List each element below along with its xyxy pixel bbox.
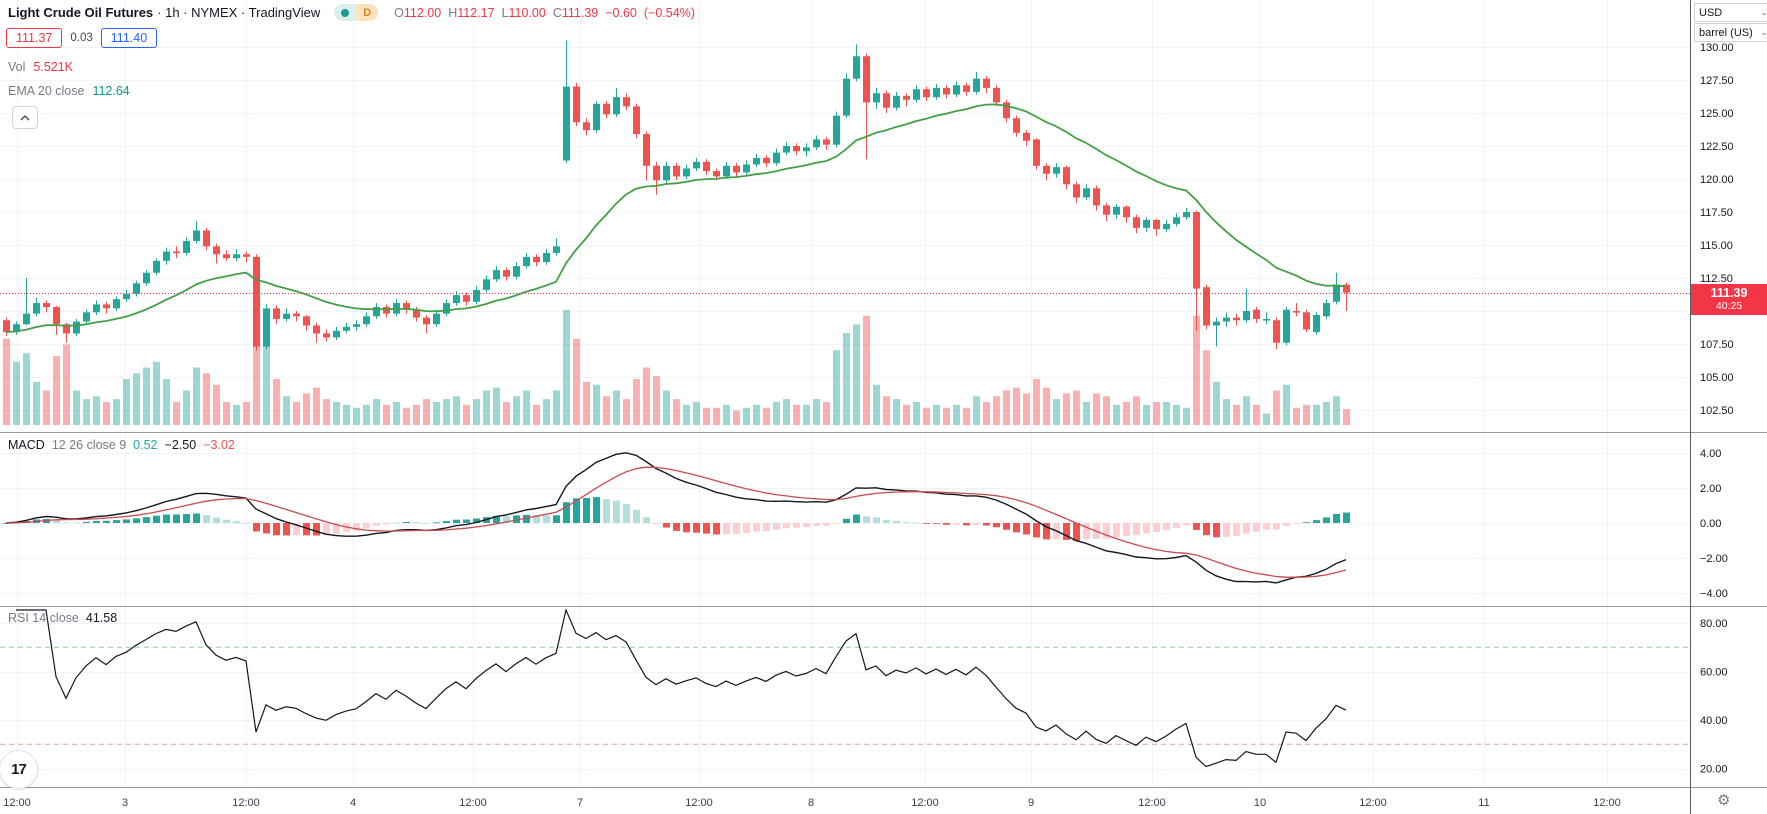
macd-layer <box>3 452 1350 584</box>
ask-price-box[interactable]: 111.40 <box>100 28 158 48</box>
rsi-layer <box>0 608 1690 768</box>
ema-label: EMA 20 close <box>8 84 85 98</box>
volume-legend[interactable]: Vol 5.521K <box>8 60 73 74</box>
chevron-down-icon: ⌄ <box>1760 27 1767 37</box>
svg-text:102.50: 102.50 <box>1700 405 1734 417</box>
svg-text:130.00: 130.00 <box>1700 42 1734 54</box>
svg-text:2.00: 2.00 <box>1700 483 1721 495</box>
collapse-legend-button[interactable] <box>12 106 38 129</box>
svg-text:12:00: 12:00 <box>3 797 31 809</box>
high-label: H <box>448 5 458 20</box>
volume-layer <box>3 310 1350 425</box>
svg-text:4: 4 <box>350 797 356 809</box>
svg-text:0.00: 0.00 <box>1700 518 1721 530</box>
svg-text:107.50: 107.50 <box>1700 339 1734 351</box>
svg-text:12:00: 12:00 <box>1593 797 1621 809</box>
svg-text:10: 10 <box>1254 797 1266 809</box>
change-percent: (−0.54%) <box>643 5 695 20</box>
macd-line-value: −2.50 <box>164 438 197 452</box>
close-label: C <box>552 5 562 20</box>
rsi-value: 41.58 <box>85 611 118 625</box>
svg-text:125.00: 125.00 <box>1700 108 1734 120</box>
svg-text:−2.00: −2.00 <box>1700 553 1728 565</box>
macd-indicator-legend[interactable]: MACD 12 26 close 9 0.52 −2.50 −3.02 <box>8 438 235 452</box>
currency-label: USD <box>1699 6 1723 19</box>
svg-text:117.50: 117.50 <box>1700 207 1733 219</box>
unit-label: barrel (US) <box>1699 26 1753 39</box>
bid-ask-row: 111.37 0.03 111.40 <box>6 28 158 48</box>
svg-text:7: 7 <box>577 797 583 809</box>
bid-price-box[interactable]: 111.37 <box>6 28 63 48</box>
symbol-meta: · 1h · NYMEX · TradingView <box>157 5 321 20</box>
macd-name: MACD <box>8 438 45 452</box>
last-price-value: 111.39 <box>1710 286 1748 300</box>
svg-text:120.00: 120.00 <box>1700 174 1734 186</box>
bar-countdown: 40:25 <box>1715 300 1743 313</box>
svg-text:12:00: 12:00 <box>1359 797 1387 809</box>
ema-legend[interactable]: EMA 20 close 112.64 <box>8 84 130 98</box>
ema-value: 112.64 <box>92 84 130 98</box>
spread-value: 0.03 <box>70 32 93 44</box>
change-value: −0.60 <box>605 5 637 20</box>
chevron-down-icon: ⌄ <box>1760 7 1767 17</box>
svg-text:12:00: 12:00 <box>911 797 939 809</box>
macd-signal-value: −3.02 <box>203 438 235 452</box>
symbol-title[interactable]: Light Crude Oil Futures <box>8 5 154 20</box>
macd-params: 12 26 close 9 <box>51 438 127 452</box>
svg-text:115.00: 115.00 <box>1700 240 1733 252</box>
time-axis-settings-gear-icon[interactable]: ⚙ <box>1717 792 1731 809</box>
svg-text:−4.00: −4.00 <box>1700 588 1728 600</box>
candles-layer <box>3 40 1350 351</box>
market-open-dot-icon <box>341 8 350 17</box>
svg-text:9: 9 <box>1028 797 1034 809</box>
volume-value: 5.521K <box>33 60 74 74</box>
low-label: L <box>501 5 509 20</box>
macd-hist-value: 0.52 <box>133 438 158 452</box>
svg-text:127.50: 127.50 <box>1700 75 1734 87</box>
svg-text:12:00: 12:00 <box>232 797 260 809</box>
svg-text:112.50: 112.50 <box>1700 273 1733 285</box>
close-value: 111.39 <box>561 5 599 20</box>
chevron-up-icon <box>20 114 30 121</box>
svg-text:60.00: 60.00 <box>1700 667 1728 679</box>
ema-layer <box>0 103 1690 333</box>
svg-text:12:00: 12:00 <box>459 797 487 809</box>
rsi-name: RSI 14 close <box>8 611 79 625</box>
symbol-header: Light Crude Oil Futures · 1h · NYMEX · T… <box>8 4 695 21</box>
low-value: 110.00 <box>508 5 546 20</box>
svg-text:4.00: 4.00 <box>1700 448 1721 460</box>
currency-selector[interactable]: USD ⌄ <box>1694 3 1767 22</box>
high-value: 112.17 <box>457 5 495 20</box>
svg-text:105.00: 105.00 <box>1700 372 1734 384</box>
open-value: 112.00 <box>403 5 442 20</box>
svg-text:11: 11 <box>1478 797 1489 809</box>
open-label: O <box>394 5 404 20</box>
svg-text:8: 8 <box>808 797 814 809</box>
svg-text:40.00: 40.00 <box>1700 715 1728 727</box>
svg-text:12:00: 12:00 <box>1138 797 1166 809</box>
delayed-data-badge: D <box>356 4 379 21</box>
rsi-indicator-legend[interactable]: RSI 14 close 41.58 <box>8 611 117 625</box>
svg-text:12:00: 12:00 <box>685 797 713 809</box>
ohlc-readout: O112.00 H112.17 L110.00 C111.39 −0.60 (−… <box>394 6 695 20</box>
svg-text:80.00: 80.00 <box>1700 618 1728 630</box>
tradingview-logo[interactable]: 17 <box>0 750 38 789</box>
market-status-pill[interactable]: D <box>334 4 379 21</box>
svg-text:3: 3 <box>122 797 128 809</box>
last-price-badge: 111.39 40:25 <box>1691 284 1767 315</box>
unit-selector[interactable]: barrel (US) ⌄ <box>1694 23 1767 42</box>
svg-text:122.50: 122.50 <box>1700 141 1734 153</box>
volume-label: Vol <box>8 60 26 74</box>
svg-text:20.00: 20.00 <box>1700 764 1728 776</box>
